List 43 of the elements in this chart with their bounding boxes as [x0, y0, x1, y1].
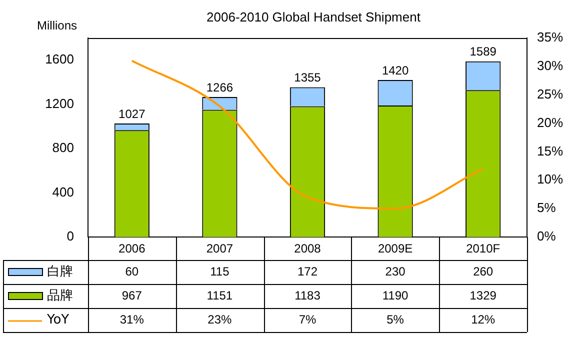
y2-tick-label: 5%: [537, 200, 556, 216]
total-label: 1589: [470, 44, 497, 59]
data-label: 1183: [294, 288, 321, 302]
y-tick-label: 400: [52, 184, 74, 200]
y2-tick-label: 0%: [537, 228, 556, 244]
legend-label: 品牌: [47, 288, 73, 304]
y-tick-label: 0: [66, 228, 74, 244]
data-label: 60: [125, 264, 139, 278]
y-axis-title: Millions: [36, 18, 78, 32]
y2-tick-label: 15%: [537, 143, 564, 158]
data-label: 260: [473, 264, 494, 278]
y-tick-label: 1200: [45, 96, 74, 111]
y2-tick-label: 35%: [537, 30, 564, 45]
data-label: 230: [385, 264, 406, 278]
total-label: 1266: [206, 80, 234, 94]
y2-tick-label: 10%: [537, 172, 564, 187]
legend-label: YoY: [46, 312, 70, 328]
legend-label: 白牌: [47, 264, 73, 280]
data-label: 23%: [208, 312, 232, 326]
data-label: 1151: [206, 288, 233, 302]
y2-tick-label: 20%: [537, 114, 564, 130]
x-tick-label: 2008: [294, 242, 322, 256]
data-label: 31%: [120, 312, 144, 326]
data-label: 7%: [298, 312, 316, 326]
data-label: 1329: [470, 288, 497, 302]
y-tick-label: 1600: [45, 52, 74, 67]
data-label: 172: [297, 264, 318, 278]
y2-tick-label: 30%: [537, 58, 564, 74]
total-label: 1027: [118, 106, 146, 121]
data-label: 115: [210, 264, 230, 278]
y-tick-label: 800: [52, 140, 74, 156]
x-tick-label: 2006: [118, 242, 146, 256]
x-tick-label: 2010F: [466, 242, 500, 256]
x-tick-label: 2007: [206, 242, 234, 256]
y2-tick-label: 25%: [537, 86, 564, 102]
chart-title: 2006-2010 Global Handset Shipment: [206, 10, 421, 25]
x-tick-label: 2009E: [378, 242, 413, 256]
data-label: 12%: [471, 312, 496, 326]
total-label: 1420: [382, 63, 409, 78]
data-label: 967: [122, 288, 142, 302]
data-label: 5%: [386, 312, 404, 326]
data-label: 1190: [382, 288, 409, 302]
total-label: 1355: [294, 70, 322, 85]
